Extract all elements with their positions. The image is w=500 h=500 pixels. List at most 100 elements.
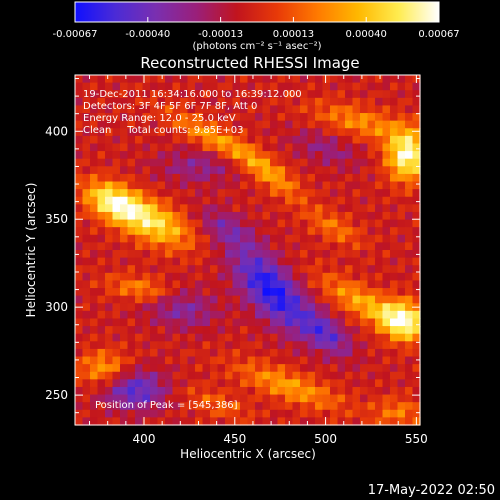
heatmap-cell [390,75,399,84]
heatmap-cell [285,295,294,304]
heatmap-cell [330,105,339,114]
heatmap-cell [330,196,339,205]
heatmap-cell [127,288,136,297]
heatmap-cell [232,318,241,327]
heatmap-cell [240,379,249,388]
heatmap-cell [345,379,354,388]
heatmap-cell [307,310,316,320]
heatmap-cell [405,379,414,388]
heatmap-cell [202,173,211,183]
heatmap-cell [172,409,181,418]
heatmap-cell [142,295,151,304]
heatmap-cell [90,151,99,160]
heatmap-cell [165,90,174,99]
heatmap-cell [390,310,399,320]
heatmap-cell [75,265,84,274]
heatmap-cell [225,166,234,175]
plot-frame [74,74,421,426]
heatmap-cell [165,196,174,205]
heatmap-cell [105,303,114,312]
heatmap-cell [345,364,354,373]
heatmap-cell [172,310,181,320]
heatmap-cell [150,128,159,137]
heatmap-cell [397,356,406,365]
heatmap-cell [127,242,136,251]
heatmap-cell [157,402,166,411]
heatmap-cell [405,371,414,380]
heatmap-cell [172,394,181,403]
heatmap-cell [90,257,99,266]
heatmap-cell [307,173,316,183]
heatmap-cell [382,409,391,418]
heatmap-cell [330,265,339,274]
heatmap-cell [105,143,114,152]
heatmap-cell [217,394,226,403]
heatmap-cell [390,379,399,388]
heatmap-cell [277,135,286,145]
heatmap-cell [405,227,414,236]
heatmap-cell [337,341,346,350]
heatmap-cell [187,128,196,137]
heatmap-cell [337,189,346,198]
heatmap-cell [90,219,99,228]
heatmap-cell [405,250,414,259]
heatmap-cell [90,211,99,221]
heatmap-cell [112,318,121,327]
heatmap-cell [217,105,226,114]
heatmap-cell [202,120,211,129]
heatmap-cell [127,120,136,129]
heatmap-cell [157,75,166,84]
heatmap-cell [352,97,361,107]
heatmap-cell [90,364,99,373]
heatmap-cell [262,288,271,297]
heatmap-cell [255,394,264,403]
heatmap-cell [247,288,256,297]
heatmap-cell [315,333,324,342]
heatmap-cell [247,75,256,84]
heatmap-cell [120,120,129,129]
heatmap-cell [135,280,144,289]
heatmap-cell [412,265,421,274]
heatmap-cell [240,341,249,350]
heatmap-cell [150,181,159,190]
heatmap-cell [367,151,376,160]
heatmap-cell [285,135,294,145]
heatmap-cell [292,158,301,167]
heatmap-cell [75,341,84,350]
heatmap-cell [217,341,226,350]
heatmap-cell [232,272,241,282]
heatmap-cell [240,417,249,426]
heatmap-cell [315,348,324,358]
heatmap-cell [90,303,99,312]
heatmap-cell [285,75,294,84]
heatmap-cell [120,135,129,145]
heatmap-cell [262,310,271,320]
heatmap-cell [180,371,189,380]
heatmap-cell [142,326,151,335]
heatmap-cell [112,158,121,167]
heatmap-cell [75,113,84,122]
heatmap-cell [405,265,414,274]
heatmap-cell [285,326,294,335]
heatmap-cell [142,402,151,411]
heatmap-cell [390,105,399,114]
heatmap-cell [405,181,414,190]
heatmap-cell [112,280,121,289]
heatmap-cell [405,280,414,289]
heatmap-cell [277,128,286,137]
heatmap-cell [285,310,294,320]
heatmap-cell [345,265,354,274]
heatmap-cell [277,211,286,221]
heatmap-cell [150,166,159,175]
heatmap-cell [210,280,219,289]
heatmap-cell [277,227,286,236]
heatmap-cell [172,181,181,190]
heatmap-cell [112,386,121,396]
heatmap-cell [240,158,249,167]
heatmap-cell [382,386,391,396]
heatmap-cell [412,143,421,152]
heatmap-cell [232,371,241,380]
heatmap-cell [217,82,226,91]
heatmap-cell [195,310,204,320]
heatmap-cell [202,151,211,160]
